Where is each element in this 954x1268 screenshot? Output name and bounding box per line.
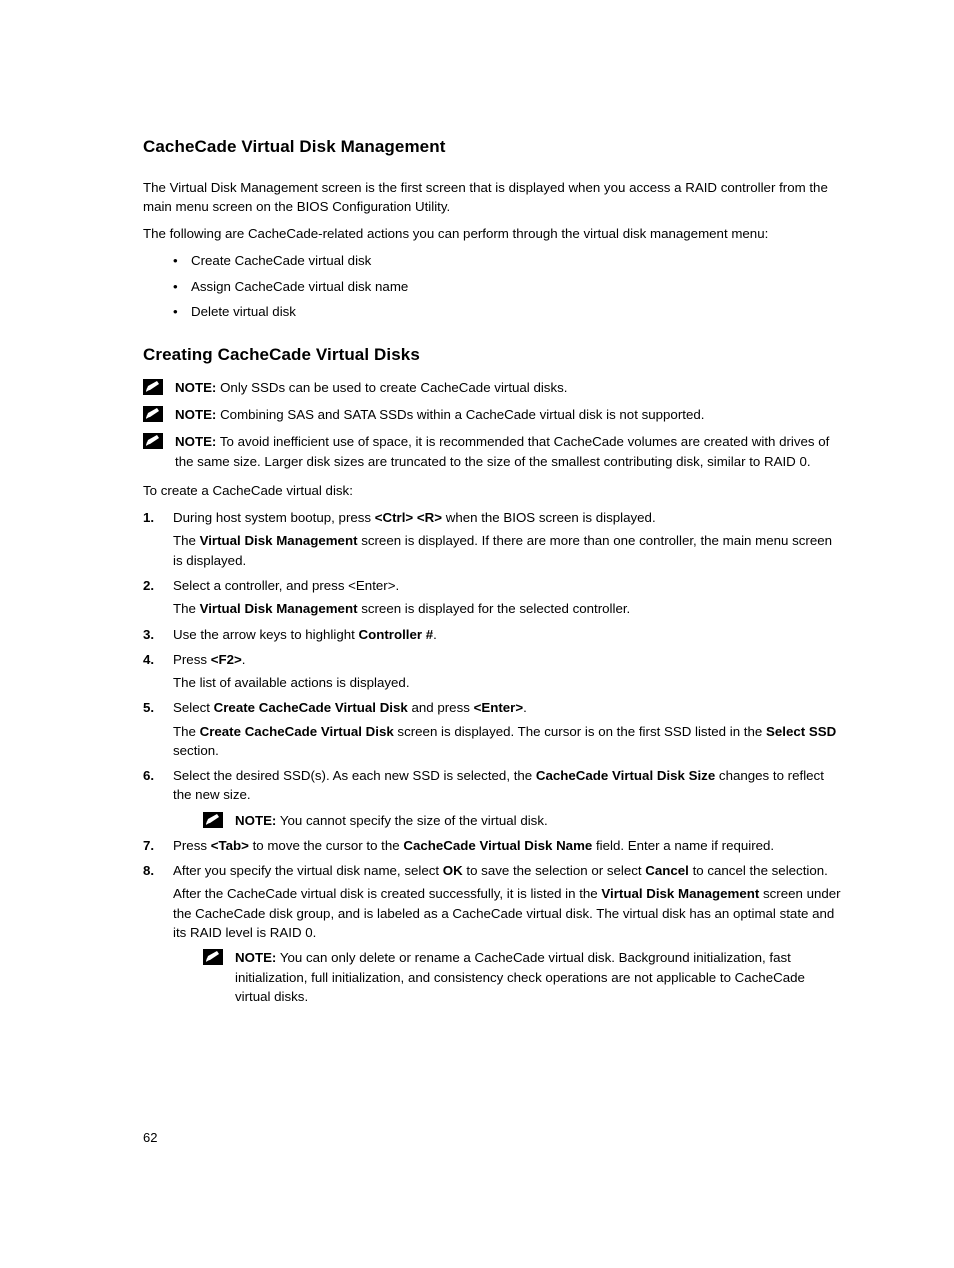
note-text: NOTE: Only SSDs can be used to create Ca… — [175, 378, 844, 397]
step-line: Press <Tab> to move the cursor to the Ca… — [173, 836, 844, 855]
paragraph: The following are CacheCade-related acti… — [143, 224, 844, 243]
note-pencil-icon — [143, 433, 163, 449]
step-number: 4. — [143, 650, 167, 669]
step-item: 2. Select a controller, and press <Enter… — [173, 576, 844, 619]
note: NOTE: Only SSDs can be used to create Ca… — [143, 378, 844, 397]
step-line: The Virtual Disk Management screen is di… — [173, 531, 844, 570]
note-text: NOTE: Combining SAS and SATA SSDs within… — [175, 405, 844, 424]
step-number: 7. — [143, 836, 167, 855]
note-body: Only SSDs can be used to create CacheCad… — [220, 380, 567, 395]
step-item: 7. Press <Tab> to move the cursor to the… — [173, 836, 844, 855]
step-number: 2. — [143, 576, 167, 595]
note-label: NOTE: — [235, 813, 276, 828]
step-item: 3. Use the arrow keys to highlight Contr… — [173, 625, 844, 644]
step-line: The list of available actions is display… — [173, 673, 844, 692]
step-number: 5. — [143, 698, 167, 717]
paragraph: To create a CacheCade virtual disk: — [143, 481, 844, 500]
list-item: Delete virtual disk — [191, 302, 844, 321]
note-label: NOTE: — [175, 434, 216, 449]
note-text: NOTE: You can only delete or rename a Ca… — [235, 948, 844, 1006]
step-item: 6. Select the desired SSD(s). As each ne… — [173, 766, 844, 830]
note: NOTE: Combining SAS and SATA SSDs within… — [143, 405, 844, 424]
document-page: CacheCade Virtual Disk Management The Vi… — [0, 0, 954, 1268]
step-item: 8. After you specify the virtual disk na… — [173, 861, 844, 1006]
paragraph: The Virtual Disk Management screen is th… — [143, 178, 844, 217]
step-number: 1. — [143, 508, 167, 527]
step-line: After you specify the virtual disk name,… — [173, 861, 844, 880]
section-title: Creating CacheCade Virtual Disks — [143, 343, 844, 368]
step-line: The Create CacheCade Virtual Disk screen… — [173, 722, 844, 761]
step-line: Use the arrow keys to highlight Controll… — [173, 625, 844, 644]
note-body: You cannot specify the size of the virtu… — [280, 813, 548, 828]
note: NOTE: You cannot specify the size of the… — [203, 811, 844, 830]
step-line: Select a controller, and press <Enter>. — [173, 576, 844, 595]
step-number: 8. — [143, 861, 167, 880]
note-body: You can only delete or rename a CacheCad… — [235, 950, 805, 1004]
ordered-steps: 1. During host system bootup, press <Ctr… — [143, 508, 844, 1006]
note: NOTE: You can only delete or rename a Ca… — [203, 948, 844, 1006]
step-item: 1. During host system bootup, press <Ctr… — [173, 508, 844, 570]
note-text: NOTE: You cannot specify the size of the… — [235, 811, 844, 830]
note-text: NOTE: To avoid inefficient use of space,… — [175, 432, 844, 471]
list-item: Create CacheCade virtual disk — [191, 251, 844, 270]
list-item: Assign CacheCade virtual disk name — [191, 277, 844, 296]
note-pencil-icon — [143, 406, 163, 422]
page-number: 62 — [143, 1129, 157, 1148]
step-line: Select the desired SSD(s). As each new S… — [173, 766, 844, 805]
note-label: NOTE: — [175, 407, 216, 422]
step-number: 6. — [143, 766, 167, 785]
step-line: Select Create CacheCade Virtual Disk and… — [173, 698, 844, 717]
note-pencil-icon — [203, 812, 223, 828]
step-line: Press <F2>. — [173, 650, 844, 669]
section-title: CacheCade Virtual Disk Management — [143, 135, 844, 160]
step-item: 4. Press <F2>. The list of available act… — [173, 650, 844, 693]
note-pencil-icon — [143, 379, 163, 395]
note-body: To avoid inefficient use of space, it is… — [175, 434, 829, 468]
note-label: NOTE: — [175, 380, 216, 395]
bullet-list: Create CacheCade virtual disk Assign Cac… — [143, 251, 844, 321]
step-number: 3. — [143, 625, 167, 644]
step-line: During host system bootup, press <Ctrl> … — [173, 508, 844, 527]
note-label: NOTE: — [235, 950, 276, 965]
step-line: The Virtual Disk Management screen is di… — [173, 599, 844, 618]
note: NOTE: To avoid inefficient use of space,… — [143, 432, 844, 471]
step-item: 5. Select Create CacheCade Virtual Disk … — [173, 698, 844, 760]
note-pencil-icon — [203, 949, 223, 965]
note-body: Combining SAS and SATA SSDs within a Cac… — [220, 407, 704, 422]
step-line: After the CacheCade virtual disk is crea… — [173, 884, 844, 942]
